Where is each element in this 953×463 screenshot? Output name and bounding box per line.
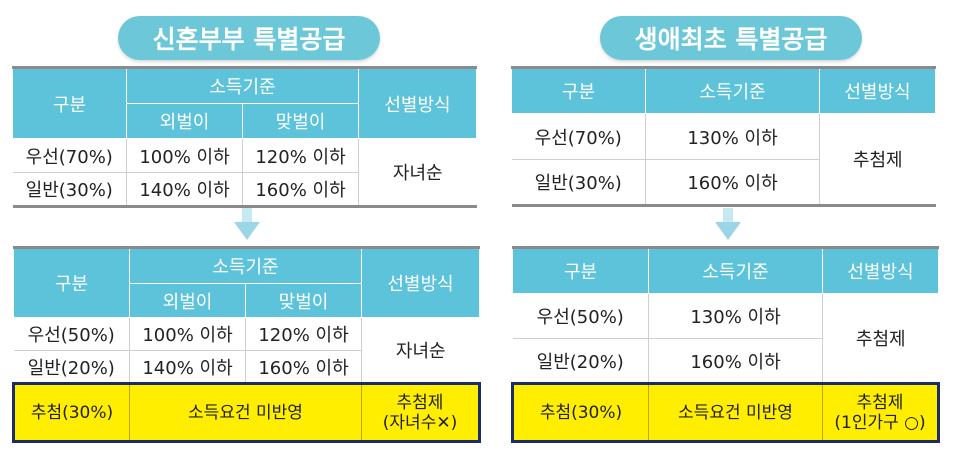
header-income: 소득기준: [648, 247, 823, 294]
first-home-before-table: 구분 소득기준 선별방식 우선(70%) 130% 이하 추첨제 일반(30%)…: [511, 66, 936, 207]
row-category: 일반(20%): [13, 350, 130, 384]
row-method: 추첨제: [819, 113, 936, 207]
header-method: 선별방식: [822, 247, 939, 294]
header-income: 소득기준: [645, 67, 820, 114]
lottery-row: 추첨(30%) 소득요건 미반영 추첨제 (자녀수✕): [12, 382, 481, 443]
lottery-method-line2: (1인가구 ○): [834, 412, 926, 433]
row-category: 우선(50%): [13, 317, 130, 351]
lottery-income: 소득요건 미반영: [648, 382, 823, 443]
header-category: 구분: [511, 67, 646, 114]
row-category: 일반(30%): [12, 172, 127, 208]
row-method: 추첨제: [822, 293, 939, 384]
row-category: 일반(30%): [511, 159, 646, 207]
row-income: 160% 이하: [648, 338, 823, 384]
row-dual: 120% 이하: [242, 138, 359, 173]
newlywed-title: 신혼부부 특별공급: [118, 16, 380, 60]
header-income: 소득기준: [129, 247, 362, 284]
lottery-row: 추첨(30%) 소득요건 미반영 추첨제 (1인가구 ○): [511, 382, 940, 443]
header-category: 구분: [512, 247, 649, 294]
lottery-method-line2: (자녀수✕): [382, 412, 458, 433]
newlywed-before-table: 구분 소득기준 선별방식 외벌이 맞벌이 우선(70%) 100% 이하 120…: [12, 66, 477, 208]
row-single: 140% 이하: [126, 172, 243, 208]
row-category: 일반(20%): [512, 338, 649, 384]
lottery-method-line1: 추첨제: [396, 392, 444, 413]
header-single-income: 외벌이: [126, 103, 243, 139]
first-home-title: 생애최초 특별공급: [600, 16, 862, 60]
header-category: 구분: [12, 67, 127, 139]
header-income: 소득기준: [126, 67, 359, 104]
lottery-method: 추첨제 (자녀수✕): [361, 382, 481, 443]
row-category: 우선(70%): [511, 113, 646, 160]
header-dual-income: 맞벌이: [242, 103, 359, 139]
header-category: 구분: [13, 247, 130, 318]
row-method: 자녀순: [358, 138, 477, 208]
header-method: 선별방식: [361, 247, 480, 318]
row-category: 우선(50%): [512, 293, 649, 339]
header-single-income: 외벌이: [129, 283, 246, 318]
header-method: 선별방식: [358, 67, 477, 139]
header-method: 선별방식: [819, 67, 936, 114]
row-method: 자녀순: [361, 317, 480, 384]
row-income: 130% 이하: [645, 113, 820, 160]
lottery-method: 추첨제 (1인가구 ○): [822, 382, 940, 443]
row-single: 100% 이하: [129, 317, 246, 351]
lottery-category: 추첨(30%): [12, 382, 130, 443]
row-single: 100% 이하: [126, 138, 243, 173]
row-income: 160% 이하: [645, 159, 820, 207]
newlywed-after-table: 구분 소득기준 선별방식 외벌이 맞벌이 우선(50%) 100% 이하 120…: [12, 246, 481, 443]
first-home-after-table: 구분 소득기준 선별방식 우선(50%) 130% 이하 추첨제 일반(20%)…: [511, 246, 940, 443]
lottery-method-line1: 추첨제: [856, 392, 904, 413]
down-arrow-icon: [715, 208, 741, 240]
header-dual-income: 맞벌이: [245, 283, 362, 318]
lottery-income: 소득요건 미반영: [129, 382, 362, 443]
row-single: 140% 이하: [129, 350, 246, 384]
down-arrow-icon: [234, 208, 260, 240]
row-dual: 160% 이하: [242, 172, 359, 208]
row-income: 130% 이하: [648, 293, 823, 339]
lottery-category: 추첨(30%): [511, 382, 649, 443]
row-dual: 160% 이하: [245, 350, 362, 384]
row-dual: 120% 이하: [245, 317, 362, 351]
row-category: 우선(70%): [12, 138, 127, 173]
